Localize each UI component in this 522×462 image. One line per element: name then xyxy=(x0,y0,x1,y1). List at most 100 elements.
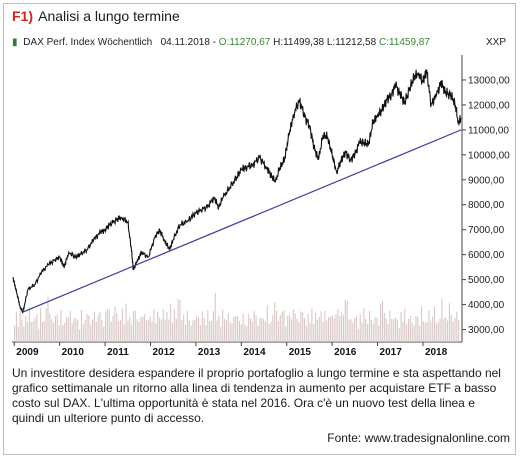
price-line xyxy=(12,69,462,314)
volume-bar xyxy=(372,323,374,342)
volume-bar xyxy=(19,309,21,342)
volume-bar xyxy=(355,315,358,342)
volume-bar xyxy=(82,323,84,342)
volume-bar xyxy=(212,311,214,342)
volume-bar xyxy=(305,325,307,342)
volume-bars xyxy=(14,292,460,342)
volume-bar xyxy=(186,310,188,342)
volume-bar xyxy=(276,310,278,342)
volume-bar xyxy=(88,315,90,342)
volume-bar xyxy=(426,322,428,342)
volume-bar xyxy=(95,321,97,342)
volume-bar xyxy=(158,317,161,342)
figure-title-text: Analisi a lungo termine xyxy=(38,8,180,24)
volume-bar xyxy=(354,318,356,342)
volume-bar xyxy=(322,322,324,342)
volume-bar xyxy=(253,311,255,342)
volume-bar xyxy=(21,319,23,342)
volume-bar xyxy=(149,316,151,342)
volume-bar xyxy=(370,320,372,342)
x-tick-label: 2011 xyxy=(107,347,129,358)
volume-bar xyxy=(298,322,300,342)
volume-bar xyxy=(77,320,79,342)
volume-bar xyxy=(274,302,276,342)
legend-open: O:11270,67 xyxy=(218,37,271,48)
trendline-layer xyxy=(22,129,462,313)
trendline xyxy=(22,129,462,313)
volume-bar xyxy=(344,300,346,342)
volume-bar xyxy=(443,318,445,342)
volume-bar xyxy=(383,313,385,342)
volume-bar xyxy=(242,313,244,342)
volume-bar xyxy=(105,311,107,342)
volume-bar xyxy=(190,325,192,342)
volume-bar xyxy=(196,315,198,342)
volume-bar xyxy=(62,325,64,342)
volume-bar xyxy=(210,320,213,342)
volume-bar xyxy=(357,328,359,342)
volume-bar xyxy=(250,318,252,342)
volume-bar xyxy=(99,312,101,342)
volume-bar xyxy=(263,318,265,342)
y-tick-label: 7000,00 xyxy=(468,225,505,236)
volume-bar xyxy=(307,313,309,342)
volume-bar xyxy=(248,314,250,342)
volume-bar xyxy=(424,322,426,342)
volume-bar xyxy=(173,309,175,342)
volume-bar xyxy=(197,317,200,342)
volume-bar xyxy=(315,312,317,342)
x-axis: 2009 2010 2011 2012 2013 2014 2015 2016 2017 2018 xyxy=(13,342,448,358)
x-tick-label: 2015 xyxy=(289,347,312,358)
volume-bar xyxy=(155,323,157,342)
volume-bar xyxy=(446,320,449,342)
volume-bar xyxy=(177,298,179,342)
volume-bar xyxy=(335,313,337,342)
volume-bar xyxy=(365,319,367,342)
volume-bar xyxy=(227,313,229,342)
volume-bar xyxy=(157,311,159,342)
volume-bar xyxy=(54,315,56,342)
volume-bar xyxy=(432,316,434,342)
volume-bar xyxy=(266,305,268,342)
volume-bar xyxy=(51,319,53,342)
volume-bar xyxy=(285,326,287,342)
volume-bar xyxy=(400,311,402,342)
volume-bar xyxy=(106,308,109,342)
volume-bar xyxy=(290,319,292,342)
volume-bar xyxy=(220,326,222,342)
volume-bar xyxy=(328,317,330,342)
volume-bar xyxy=(140,316,142,342)
volume-bar xyxy=(17,327,19,342)
volume-bar xyxy=(381,300,384,342)
volume-bar xyxy=(64,323,66,342)
volume-bar xyxy=(112,315,114,342)
volume-bar xyxy=(132,310,135,342)
volume-bar xyxy=(331,315,333,342)
volume-bar xyxy=(313,324,315,342)
volume-bar xyxy=(32,321,34,342)
volume-bar xyxy=(367,323,369,342)
y-tick-label: 11000,00 xyxy=(468,125,509,136)
volume-bar xyxy=(348,319,350,342)
volume-bar xyxy=(420,306,423,342)
volume-bar xyxy=(283,310,285,342)
volume-bar xyxy=(216,320,218,342)
volume-bar xyxy=(233,316,235,342)
volume-bar xyxy=(25,315,27,342)
volume-bar xyxy=(359,314,361,342)
volume-bar xyxy=(422,321,424,342)
legend-close: C:11459,87 xyxy=(378,37,430,48)
volume-bar xyxy=(38,328,40,342)
volume-bar xyxy=(43,320,45,342)
volume-bar xyxy=(73,318,75,342)
volume-bar xyxy=(320,311,322,342)
volume-bar xyxy=(311,308,313,342)
volume-bar xyxy=(108,309,110,342)
volume-bar xyxy=(277,321,279,342)
volume-bar xyxy=(404,308,406,342)
volume-bar xyxy=(168,319,170,342)
volume-bar xyxy=(75,318,77,342)
volume-bar xyxy=(93,311,96,342)
volume-bar xyxy=(413,326,415,342)
